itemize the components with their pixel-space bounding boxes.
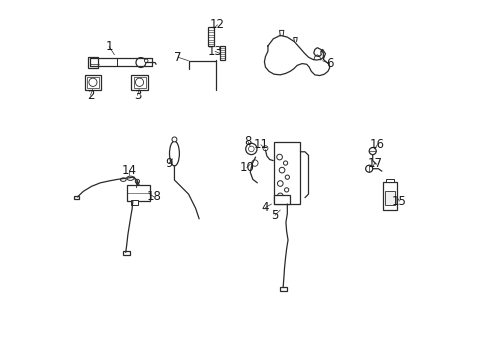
Text: 17: 17 <box>368 157 382 170</box>
Bar <box>220 46 225 60</box>
Text: 7: 7 <box>174 51 182 64</box>
Bar <box>85 75 101 90</box>
Text: 8: 8 <box>244 135 251 148</box>
Text: 2: 2 <box>87 89 94 102</box>
Ellipse shape <box>135 78 144 86</box>
Text: 18: 18 <box>147 190 161 203</box>
Ellipse shape <box>127 176 134 180</box>
Ellipse shape <box>283 161 288 165</box>
Text: 16: 16 <box>370 138 385 151</box>
Bar <box>208 27 214 46</box>
Ellipse shape <box>277 154 282 160</box>
Text: 14: 14 <box>122 164 137 177</box>
Ellipse shape <box>170 141 179 166</box>
Ellipse shape <box>136 58 146 67</box>
Bar <box>122 251 130 256</box>
Text: 1: 1 <box>105 40 113 53</box>
Bar <box>131 201 138 205</box>
Text: 10: 10 <box>239 161 254 174</box>
Bar <box>88 57 98 68</box>
Ellipse shape <box>252 160 258 166</box>
Ellipse shape <box>277 181 283 186</box>
Bar <box>131 75 147 90</box>
Text: 11: 11 <box>253 138 269 151</box>
Text: 3: 3 <box>134 89 141 102</box>
Text: 13: 13 <box>208 45 222 58</box>
Bar <box>74 196 79 199</box>
Ellipse shape <box>277 193 283 199</box>
Ellipse shape <box>366 165 373 172</box>
Ellipse shape <box>285 175 290 179</box>
Ellipse shape <box>263 146 268 151</box>
Bar <box>383 182 397 210</box>
Ellipse shape <box>145 59 148 63</box>
Bar <box>133 77 146 87</box>
Text: 9: 9 <box>166 157 173 170</box>
Bar <box>385 190 395 205</box>
Ellipse shape <box>279 167 285 173</box>
Bar <box>274 195 290 204</box>
Bar <box>87 77 99 87</box>
Ellipse shape <box>285 188 289 192</box>
Text: 15: 15 <box>392 195 407 208</box>
Ellipse shape <box>369 148 376 154</box>
Bar <box>280 287 287 291</box>
Ellipse shape <box>248 146 254 152</box>
Ellipse shape <box>121 178 126 181</box>
Bar <box>274 142 300 204</box>
Ellipse shape <box>245 143 257 154</box>
Text: 12: 12 <box>210 18 225 31</box>
Text: 6: 6 <box>326 57 333 70</box>
Ellipse shape <box>135 179 140 184</box>
Text: 5: 5 <box>271 209 279 222</box>
Ellipse shape <box>172 137 177 142</box>
Bar <box>386 179 394 182</box>
Bar <box>127 185 150 201</box>
Text: 4: 4 <box>262 201 269 214</box>
Ellipse shape <box>89 78 97 86</box>
